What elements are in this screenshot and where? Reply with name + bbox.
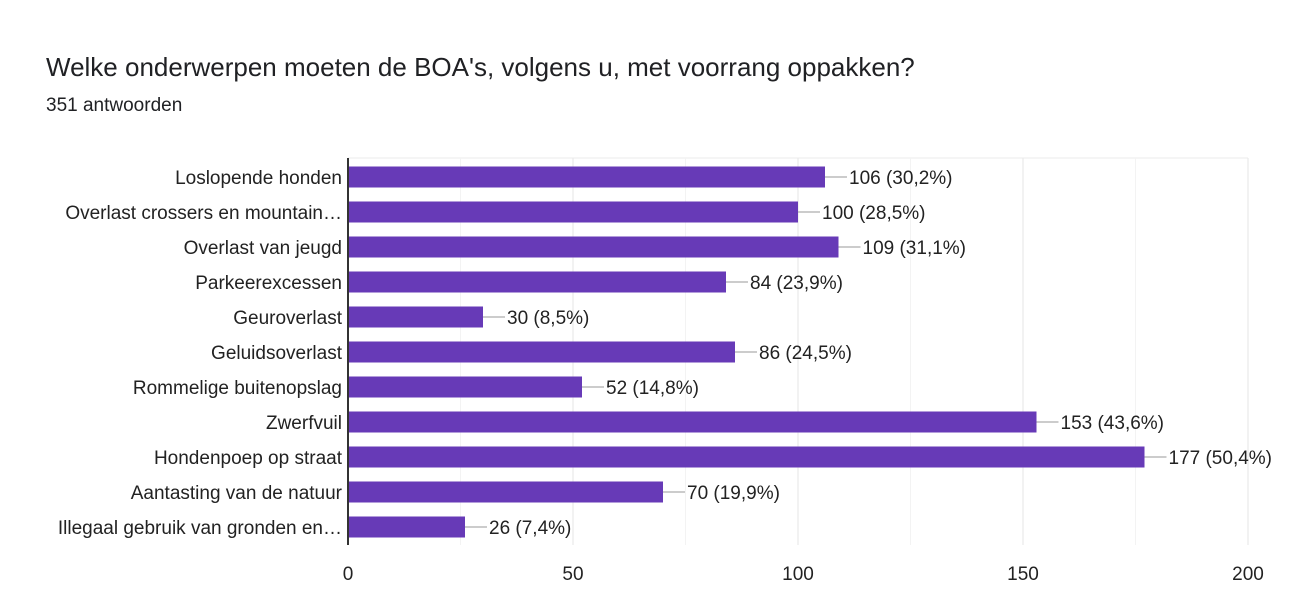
data-label: 30 (8,5%): [507, 308, 589, 329]
category-label: Overlast crossers en mountain…: [65, 203, 342, 224]
bar: [348, 516, 465, 538]
category-label: Parkeerexcessen: [195, 273, 342, 294]
x-tick-label: 50: [562, 564, 583, 585]
bar: [348, 166, 825, 188]
bar: [348, 306, 483, 328]
chart-title: Welke onderwerpen moeten de BOA's, volge…: [46, 52, 915, 82]
bar: [348, 236, 839, 258]
response-count: 351 antwoorden: [46, 95, 183, 116]
x-tick-label: 100: [782, 564, 814, 585]
bar: [348, 376, 582, 398]
x-tick-label: 0: [343, 564, 354, 585]
category-label: Geluidsoverlast: [211, 343, 343, 364]
data-label: 153 (43,6%): [1061, 413, 1165, 434]
data-label: 177 (50,4%): [1169, 448, 1273, 469]
data-label: 52 (14,8%): [606, 378, 699, 399]
data-label: 109 (31,1%): [863, 238, 967, 259]
data-label: 100 (28,5%): [822, 203, 926, 224]
x-tick-label: 200: [1232, 564, 1264, 585]
bar: [348, 411, 1037, 433]
category-label: Loslopende honden: [175, 168, 342, 189]
category-label: Aantasting van de natuur: [131, 483, 343, 504]
bar: [348, 341, 735, 363]
x-tick-label: 150: [1007, 564, 1039, 585]
bar: [348, 201, 798, 223]
category-label: Overlast van jeugd: [184, 238, 342, 259]
bar: [348, 271, 726, 293]
data-label: 106 (30,2%): [849, 168, 953, 189]
category-label: Illegaal gebruik van gronden en…: [58, 518, 342, 539]
bar: [348, 481, 663, 503]
data-label: 86 (24,5%): [759, 343, 852, 364]
bar: [348, 446, 1145, 468]
category-label: Rommelige buitenopslag: [133, 378, 342, 399]
category-label: Geuroverlast: [233, 308, 342, 329]
category-label: Zwerfvuil: [266, 413, 342, 434]
data-label: 70 (19,9%): [687, 483, 780, 504]
data-label: 26 (7,4%): [489, 518, 571, 539]
data-label: 84 (23,9%): [750, 273, 843, 294]
category-label: Hondenpoep op straat: [154, 448, 343, 469]
